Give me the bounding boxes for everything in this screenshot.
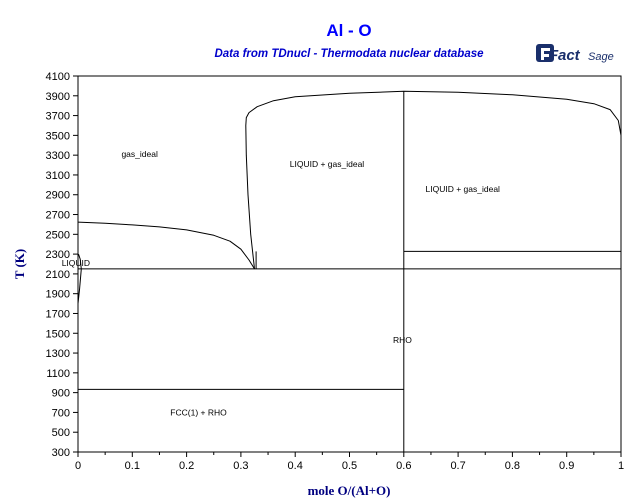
x-tick-label: 1	[618, 460, 624, 472]
y-tick-label: 700	[52, 407, 70, 419]
y-tick-label: 3300	[46, 150, 70, 162]
phase-boundary-line-2	[245, 90, 622, 269]
x-tick-label: 0.7	[450, 460, 465, 472]
y-tick-label: 300	[52, 447, 70, 459]
region-label: FCC(1) + RHO	[170, 407, 227, 417]
y-tick-label: 1900	[46, 289, 70, 301]
x-tick-label: 0.9	[559, 460, 574, 472]
y-tick-label: 2100	[46, 269, 70, 281]
chart-subtitle: Data from TDnucl - Thermodata nuclear da…	[214, 48, 484, 60]
y-axis: 300 500 700 900 1100 1300 1500 1700 1900 2100 2300…	[46, 71, 78, 459]
y-tick-label: 900	[52, 388, 70, 400]
x-tick-label: 0.6	[396, 460, 411, 472]
x-tick-label: 0.1	[125, 460, 140, 472]
svg-text:F: F	[549, 47, 559, 64]
y-tick-label: 3100	[46, 170, 70, 182]
region-labels: gas_ideal LIQUID + gas_ideal LIQUID + gas_…	[62, 149, 500, 417]
region-label: LIQUID	[62, 258, 90, 268]
y-tick-label: 3900	[46, 91, 70, 103]
factsage-logo-icon: F act Sage	[536, 44, 614, 64]
y-tick-label: 500	[52, 427, 70, 439]
region-label: LIQUID + gas_ideal	[426, 184, 501, 194]
y-tick-label: 2500	[46, 229, 70, 241]
x-tick-label: 0.5	[342, 460, 357, 472]
y-axis-label: T (K)	[12, 249, 27, 279]
phase-boundary-line-8	[77, 253, 82, 304]
plot-frame	[77, 75, 622, 453]
y-tick-label: 3700	[46, 111, 70, 123]
y-tick-label: 2300	[46, 249, 70, 261]
region-label: gas_ideal	[121, 149, 158, 159]
chart-title: Al - O	[326, 21, 371, 40]
x-axis-label: mole O/(Al+O)	[308, 483, 391, 498]
y-tick-label: 1700	[46, 308, 70, 320]
x-tick-label: 0.8	[505, 460, 520, 472]
svg-text:Sage: Sage	[588, 51, 614, 63]
phase-boundaries	[77, 90, 622, 452]
y-tick-label: 1500	[46, 328, 70, 340]
x-tick-label: 0.3	[233, 460, 248, 472]
svg-text:act: act	[558, 47, 581, 64]
y-tick-label: 1100	[46, 368, 70, 380]
x-tick-label: 0	[75, 460, 81, 472]
y-tick-label: 4100	[46, 71, 70, 83]
x-axis: 0 0.1 0.2 0.3 0.4 0.5 0.6 0.7 0.8 0.9 1	[75, 452, 624, 472]
y-tick-label: 2700	[46, 210, 70, 222]
x-tick-label: 0.2	[179, 460, 194, 472]
region-label: RHO	[393, 335, 412, 345]
y-tick-label: 3500	[46, 130, 70, 142]
phase-boundary-line-1	[77, 221, 255, 270]
region-label: LIQUID + gas_ideal	[290, 159, 365, 169]
y-tick-label: 2900	[46, 190, 70, 202]
x-tick-label: 0.4	[288, 460, 303, 472]
y-tick-label: 1300	[46, 348, 70, 360]
